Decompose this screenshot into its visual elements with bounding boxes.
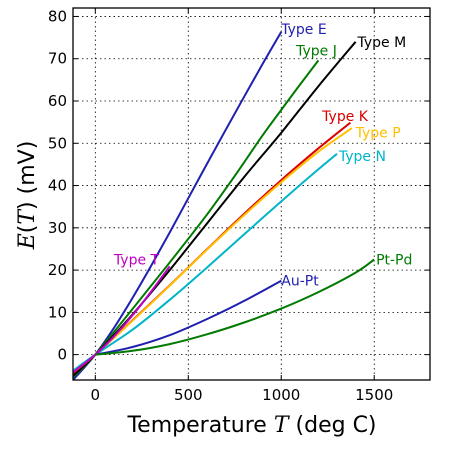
series-line-type-n — [73, 153, 338, 372]
y-tick-label: 50 — [48, 134, 67, 152]
x-axis-label-prefix: Temperature — [126, 413, 273, 438]
y-axis-label-var: T — [15, 208, 40, 225]
y-axis-label-func: E — [15, 233, 40, 250]
series-label-au-pt: Au-Pt — [281, 274, 319, 290]
series-line-pt-pd — [95, 258, 375, 356]
series-line-type-t — [73, 265, 171, 374]
x-axis-label-var: T — [274, 413, 291, 438]
series-label-type-j: Type J — [295, 43, 337, 59]
y-tick-label: 80 — [48, 7, 67, 25]
series-label-pt-pd: Pt-Pd — [376, 253, 412, 269]
series-label-type-p: Type P — [355, 126, 401, 142]
y-tick-label: 20 — [48, 261, 67, 279]
series-line-type-e — [73, 31, 283, 380]
x-tick-label: 500 — [174, 386, 203, 404]
y-axis-label-paren-close: ) — [15, 201, 40, 210]
y-axis-label: E(T) (mV) — [15, 141, 40, 251]
y-tick-label: 0 — [57, 346, 67, 364]
tick-labels: 0 500 1000 1500 0 10 20 30 40 50 60 70 80 — [48, 7, 393, 404]
grid-lines — [73, 8, 430, 380]
y-tick-label: 30 — [48, 219, 67, 237]
x-axis-label-suffix: (deg C) — [289, 413, 377, 438]
series-line-type-j — [73, 59, 320, 379]
series-label-type-n: Type N — [338, 149, 386, 165]
y-tick-label: 70 — [48, 50, 67, 68]
x-axis-label: Temperature T (deg C) — [126, 413, 376, 438]
series-line-au-pt — [95, 279, 282, 356]
y-tick-label: 60 — [48, 92, 67, 110]
x-tick-label: 1000 — [262, 386, 300, 404]
plot-frame — [72, 7, 431, 381]
x-tick-label: 1500 — [355, 386, 393, 404]
y-axis-label-paren-open: ( — [15, 225, 40, 234]
tick-marks — [73, 8, 430, 380]
y-tick-label: 10 — [48, 303, 67, 321]
series-label-type-m: Type M — [356, 35, 406, 51]
series-label-type-e: Type E — [280, 22, 326, 38]
x-tick-label: 0 — [91, 386, 101, 404]
plot-lines — [73, 31, 375, 380]
series-label-type-t: Type T — [113, 253, 160, 269]
y-tick-label: 40 — [48, 177, 67, 195]
series-label-type-k: Type K — [321, 109, 369, 125]
y-axis-label-suffix: (mV) — [15, 141, 40, 202]
